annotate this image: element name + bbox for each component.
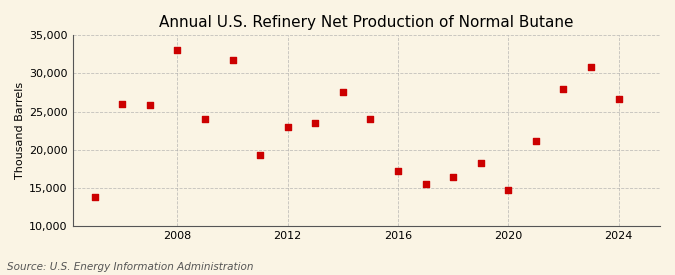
Point bbox=[503, 188, 514, 192]
Point bbox=[421, 182, 431, 186]
Point bbox=[558, 87, 569, 91]
Point bbox=[254, 153, 265, 157]
Title: Annual U.S. Refinery Net Production of Normal Butane: Annual U.S. Refinery Net Production of N… bbox=[159, 15, 574, 30]
Y-axis label: Thousand Barrels: Thousand Barrels bbox=[15, 82, 25, 179]
Point bbox=[586, 65, 597, 70]
Point bbox=[393, 169, 404, 173]
Point bbox=[448, 175, 458, 179]
Point bbox=[282, 125, 293, 129]
Text: Source: U.S. Energy Information Administration: Source: U.S. Energy Information Administ… bbox=[7, 262, 253, 272]
Point bbox=[531, 139, 541, 144]
Point bbox=[614, 97, 624, 101]
Point bbox=[144, 103, 155, 108]
Point bbox=[200, 117, 211, 121]
Point bbox=[89, 195, 100, 199]
Point bbox=[117, 102, 128, 106]
Point bbox=[310, 121, 321, 125]
Point bbox=[338, 90, 348, 95]
Point bbox=[227, 57, 238, 62]
Point bbox=[475, 161, 486, 166]
Point bbox=[365, 117, 376, 121]
Point bbox=[172, 48, 183, 52]
